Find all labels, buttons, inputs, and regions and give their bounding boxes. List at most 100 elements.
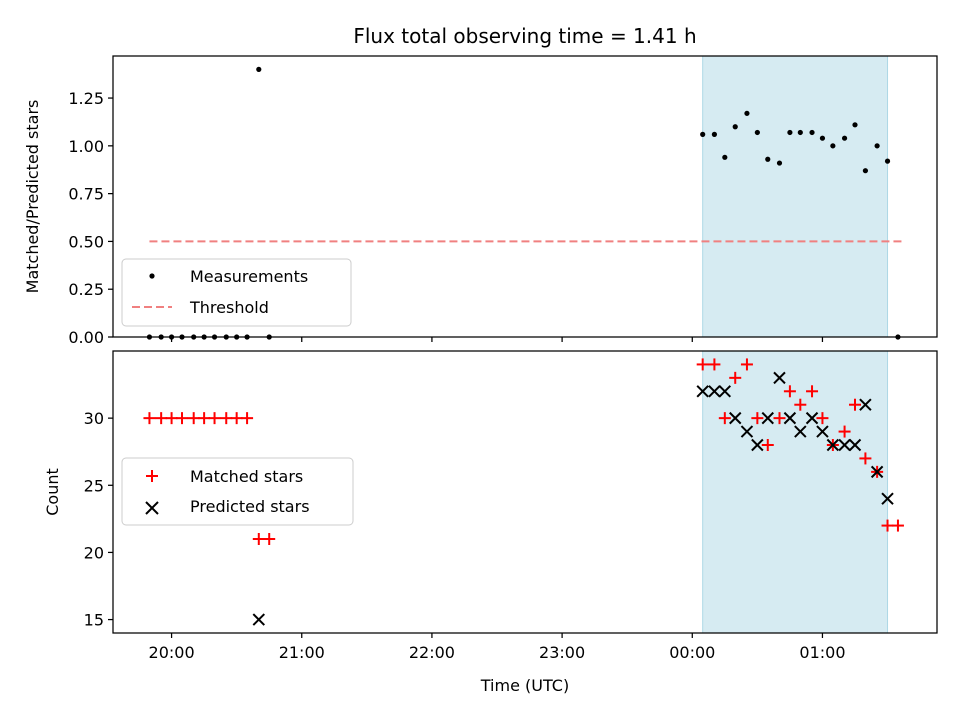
- matched-star-point: [794, 398, 807, 411]
- predicted-star-point: [252, 613, 266, 626]
- x-tick-label: 22:00: [409, 643, 455, 662]
- matched-star-point: [220, 412, 233, 425]
- chart-title: Flux total observing time = 1.41 h: [353, 24, 696, 48]
- matched-star-point: [740, 358, 753, 371]
- predicted-star-point: [848, 438, 862, 452]
- matched-star-point: [252, 533, 265, 545]
- matched-star-point: [773, 412, 786, 425]
- bottom-y-axis-label: Count: [43, 468, 62, 516]
- predicted-star-point: [816, 425, 829, 438]
- matched-star-point: [718, 412, 731, 425]
- measurement-point: [852, 122, 858, 128]
- measurement-point: [830, 143, 836, 149]
- measurement-point: [700, 131, 706, 137]
- matched-star-point: [208, 412, 221, 425]
- matched-star-point: [696, 358, 709, 371]
- matched-star-point: [838, 425, 851, 438]
- bottom-observing-window: [702, 350, 889, 634]
- predicted-star-point: [773, 371, 786, 385]
- matched-star-points: [143, 358, 904, 545]
- predicted-star-point: [794, 425, 807, 438]
- y-tick-label: 0.25: [68, 280, 104, 299]
- measurement-point: [809, 129, 815, 136]
- bottom-axes-frame: [112, 350, 938, 634]
- measurement-point: [787, 129, 793, 136]
- matched-star-point: [155, 412, 168, 425]
- legend-matched-label: Matched stars: [190, 467, 303, 486]
- predicted-star-point: [696, 385, 709, 398]
- y-tick-label: 0.75: [68, 185, 104, 204]
- y-tick-label: 15: [84, 611, 104, 630]
- legend-predicted-marker: [145, 501, 159, 515]
- predicted-star-point: [751, 438, 764, 452]
- top-y-ticks: 0.00 0.25 0.50 0.75 1.00 1.25: [68, 89, 113, 347]
- matched-star-point: [806, 385, 819, 398]
- matched-star-point: [729, 371, 742, 384]
- y-tick-label: 25: [84, 476, 104, 495]
- top-axes-frame: [112, 55, 938, 338]
- x-axis-label: Time (UTC): [480, 676, 569, 695]
- matched-star-point: [175, 412, 188, 425]
- y-tick-label: 0.00: [68, 328, 104, 347]
- measurement-point: [256, 66, 262, 72]
- measurement-point: [884, 158, 891, 164]
- y-tick-label: 1.00: [68, 137, 104, 156]
- legend-measurements-label: Measurements: [190, 267, 308, 286]
- bottom-x-ticks: 20:00 21:00 22:00 23:00 00:00 01:00: [149, 633, 846, 662]
- top-legend: Measurements Threshold: [121, 258, 352, 327]
- predicted-star-point: [783, 411, 797, 425]
- measurement-point: [797, 129, 803, 136]
- predicted-star-point: [718, 385, 732, 398]
- predicted-star-point: [859, 398, 872, 411]
- predicted-star-point: [761, 411, 774, 425]
- top-x-ticks: [170, 337, 824, 342]
- y-tick-label: 1.25: [68, 89, 104, 108]
- y-tick-label: 30: [84, 409, 104, 428]
- matched-star-point: [783, 385, 796, 398]
- x-tick-label: 00:00: [669, 643, 715, 662]
- x-tick-label: 20:00: [149, 643, 195, 662]
- matched-star-point: [263, 533, 276, 545]
- matched-star-point: [816, 412, 829, 425]
- matched-star-point: [761, 439, 774, 451]
- y-tick-label: 0.50: [68, 232, 104, 251]
- y-tick-label: 20: [84, 543, 104, 562]
- bottom-y-ticks: 15 20 25 30: [84, 409, 113, 630]
- measurement-point: [765, 156, 771, 162]
- matched-star-point: [241, 412, 254, 425]
- x-tick-label: 21:00: [279, 643, 325, 662]
- measurement-point: [754, 129, 760, 136]
- legend-measurements-marker: [149, 273, 155, 279]
- matched-star-point: [881, 519, 894, 532]
- x-tick-label: 01:00: [799, 643, 845, 662]
- predicted-star-point: [838, 438, 851, 452]
- predicted-star-point: [881, 492, 894, 505]
- predicted-star-point: [740, 425, 754, 438]
- matched-star-point: [751, 412, 764, 425]
- top-observing-window: [702, 55, 889, 338]
- legend-threshold-label: Threshold: [189, 298, 269, 317]
- matched-star-point: [143, 412, 156, 425]
- measurement-points: [146, 66, 901, 340]
- bottom-legend: Matched stars Predicted stars: [121, 457, 354, 526]
- top-y-axis-label: Matched/Predicted stars: [23, 100, 42, 294]
- measurement-point: [732, 124, 738, 130]
- matched-star-point: [165, 412, 178, 425]
- matched-star-point: [848, 398, 861, 411]
- measurement-point: [862, 168, 869, 174]
- legend-predicted-label: Predicted stars: [190, 497, 310, 516]
- matched-star-point: [187, 412, 200, 425]
- predicted-star-point: [826, 438, 840, 452]
- predicted-star-point: [805, 411, 819, 425]
- matched-star-point: [859, 452, 872, 465]
- predicted-star-points: [252, 371, 894, 626]
- measurement-point: [841, 135, 848, 141]
- predicted-star-point: [870, 465, 884, 479]
- x-tick-label: 23:00: [539, 643, 585, 662]
- measurement-point: [711, 131, 718, 137]
- measurement-point: [776, 160, 783, 166]
- measurement-point: [874, 143, 880, 149]
- predicted-star-point: [729, 411, 742, 425]
- measurement-point: [722, 154, 728, 160]
- matched-star-point: [230, 412, 243, 425]
